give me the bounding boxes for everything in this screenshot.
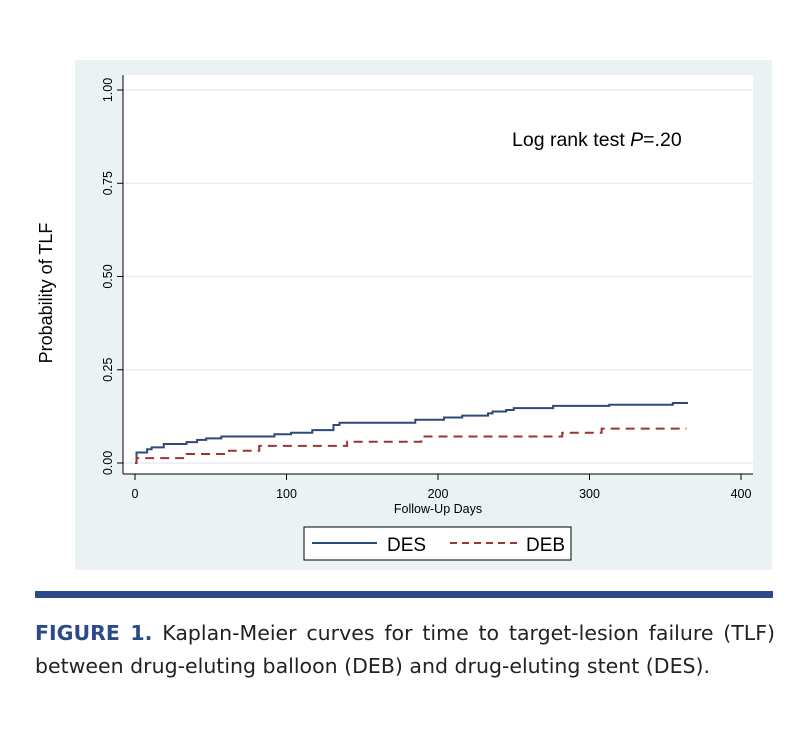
x-tick-label: 400 [731,487,752,501]
y-tick-label: 1.00 [101,78,115,102]
caption-rule [35,591,773,598]
figure-caption: FIGURE 1. Kaplan-Meier curves for time t… [35,617,775,683]
log-rank-annotation: Log rank test P=.20 [512,129,682,151]
km-curve-des [135,401,688,464]
x-tick-label: 100 [276,487,297,501]
y-tick-label: 0.75 [101,171,115,195]
y-tick-label: 0.00 [101,451,115,475]
y-tick-label: 0.25 [101,358,115,382]
plot-area [123,75,753,474]
y-axis-label: Probability of TLF [36,223,56,364]
x-tick-label: 300 [579,487,600,501]
x-tick-label: 200 [428,487,449,501]
km-curve-deb [135,427,687,464]
y-tick-label: 0.50 [101,264,115,288]
legend-label-des: DES [387,535,426,556]
caption-text: Kaplan-Meier curves for time to target-l… [35,621,775,678]
x-axis-label: Follow-Up Days [394,502,482,516]
legend-label-deb: DEB [526,535,565,556]
caption-label: FIGURE 1. [35,621,153,645]
legend: DES DEB [303,526,572,561]
x-tick-label: 0 [132,487,139,501]
